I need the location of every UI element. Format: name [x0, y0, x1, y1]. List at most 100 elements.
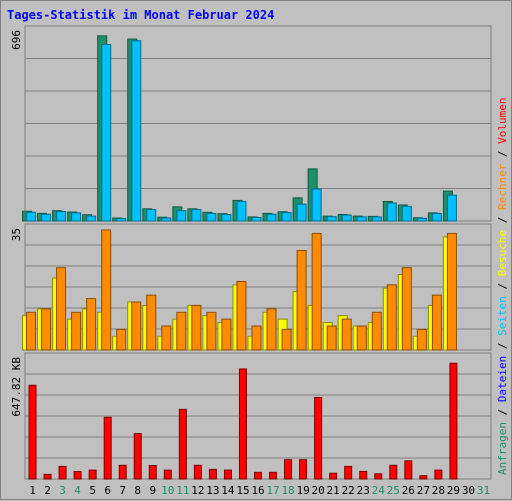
bar-volumen-day-11 [178, 408, 187, 480]
bar-dateien-day-23 [356, 216, 367, 222]
bar-dateien-day-27 [416, 217, 427, 222]
x-tick-label: 28 [432, 484, 445, 497]
legend: Anfragen / Dateien / Seiten / Besuche / … [496, 97, 509, 475]
bar-volumen-day-12 [193, 464, 202, 480]
bar-rechner-day-16 [251, 325, 262, 351]
bar-volumen-day-22 [344, 465, 353, 480]
x-tick-label: 14 [221, 484, 235, 497]
bar-dateien-day-15 [236, 200, 247, 222]
x-tick-label: 29 [447, 484, 460, 497]
bar-volumen-day-27 [419, 475, 428, 480]
bar-volumen-day-26 [404, 460, 413, 480]
bar-volumen-day-24 [374, 473, 383, 480]
bar-dateien-day-5 [86, 215, 97, 222]
bar-volumen-day-17 [269, 471, 278, 480]
x-tick-label: 5 [89, 484, 96, 497]
bar-rechner-day-25 [386, 284, 397, 351]
bar-rechner-day-10 [161, 325, 172, 351]
bar-rechner-day-24 [371, 311, 382, 351]
x-tick-label: 13 [206, 484, 219, 497]
legend-separator: / [496, 144, 509, 164]
bar-dateien-day-25 [386, 202, 397, 222]
x-tick-label: 6 [104, 484, 111, 497]
bar-rechner-day-29 [446, 232, 457, 351]
bar-volumen-day-3 [58, 465, 67, 480]
bar-rechner-day-13 [206, 311, 217, 351]
bar-rechner-day-7 [116, 328, 127, 351]
legend-separator: / [496, 336, 509, 356]
legend-separator: / [496, 402, 509, 422]
bar-rechner-day-19 [296, 250, 307, 351]
bar-volumen-day-9 [148, 464, 157, 480]
x-tick-label: 7 [119, 484, 126, 497]
x-tick-label: 22 [342, 484, 355, 497]
bar-dateien-day-8 [131, 40, 142, 222]
bar-dateien-day-4 [71, 212, 82, 222]
bar-rechner-day-3 [56, 267, 67, 351]
x-tick-label: 8 [134, 484, 141, 497]
bar-volumen-day-23 [359, 470, 368, 480]
legend-separator: / [496, 210, 509, 230]
bar-dateien-day-26 [401, 205, 412, 222]
bar-volumen-day-28 [434, 469, 443, 480]
bar-dateien-day-9 [146, 209, 157, 222]
panel-max-label: 696 [10, 30, 23, 50]
bar-volumen-day-15 [238, 368, 247, 480]
bar-dateien-day-24 [371, 216, 382, 222]
bar-dateien-day-28 [431, 212, 442, 222]
bar-dateien-day-17 [266, 213, 277, 222]
x-tick-label: 15 [236, 484, 249, 497]
bar-volumen-day-25 [389, 464, 398, 480]
bar-rechner-day-28 [431, 294, 442, 351]
bar-dateien-day-22 [341, 214, 352, 222]
x-tick-label: 19 [296, 484, 309, 497]
legend-item-seiten: Seiten [496, 296, 509, 336]
x-tick-label: 25 [387, 484, 400, 497]
bar-dateien-day-3 [56, 210, 67, 222]
bar-volumen-day-2 [43, 473, 52, 480]
x-tick-label: 4 [74, 484, 81, 497]
bar-rechner-day-6 [101, 229, 112, 351]
bar-rechner-day-11 [176, 311, 187, 351]
bar-volumen-day-16 [254, 471, 262, 480]
x-tick-label: 1 [29, 484, 36, 497]
panel-max-label: 35 [10, 228, 23, 241]
bar-rechner-day-2 [41, 308, 52, 351]
bar-dateien-day-6 [101, 43, 112, 222]
x-tick-label: 11 [176, 484, 189, 497]
x-tick-label: 17 [266, 484, 279, 497]
bar-dateien-day-14 [221, 213, 232, 222]
bar-dateien-day-29 [446, 194, 457, 222]
bar-dateien-day-11 [176, 210, 187, 222]
bar-dateien-day-10 [161, 217, 172, 222]
bar-rechner-day-20 [311, 232, 322, 351]
bar-rechner-day-22 [341, 318, 352, 351]
bar-volumen-day-8 [133, 433, 142, 480]
bar-rechner-day-17 [266, 308, 277, 351]
bar-dateien-day-12 [191, 209, 202, 222]
bar-volumen-day-5 [88, 469, 97, 480]
bar-volumen-day-20 [314, 396, 323, 480]
x-tick-label: 20 [312, 484, 325, 497]
bar-rechner-day-9 [146, 294, 157, 351]
x-tick-label: 2 [44, 484, 51, 497]
bar-volumen-day-7 [118, 464, 127, 480]
bar-rechner-day-18 [281, 328, 292, 351]
bar-dateien-day-2 [41, 213, 52, 222]
bar-dateien-day-1 [26, 211, 37, 222]
bar-volumen-day-13 [208, 468, 217, 480]
bar-volumen-day-18 [284, 459, 293, 480]
x-tick-label: 24 [372, 484, 386, 497]
x-tick-label: 27 [417, 484, 430, 497]
bar-rechner-day-5 [86, 298, 97, 351]
bar-volumen-day-29 [449, 362, 458, 480]
bar-dateien-day-16 [251, 216, 262, 222]
bar-volumen-day-6 [103, 416, 112, 480]
bar-dateien-day-7 [116, 218, 127, 222]
legend-item-besuche: Besuche [496, 230, 509, 276]
bar-dateien-day-18 [281, 212, 292, 222]
bar-rechner-day-27 [416, 328, 427, 351]
x-tick-label: 31 [477, 484, 490, 497]
bar-volumen-day-4 [73, 471, 82, 480]
